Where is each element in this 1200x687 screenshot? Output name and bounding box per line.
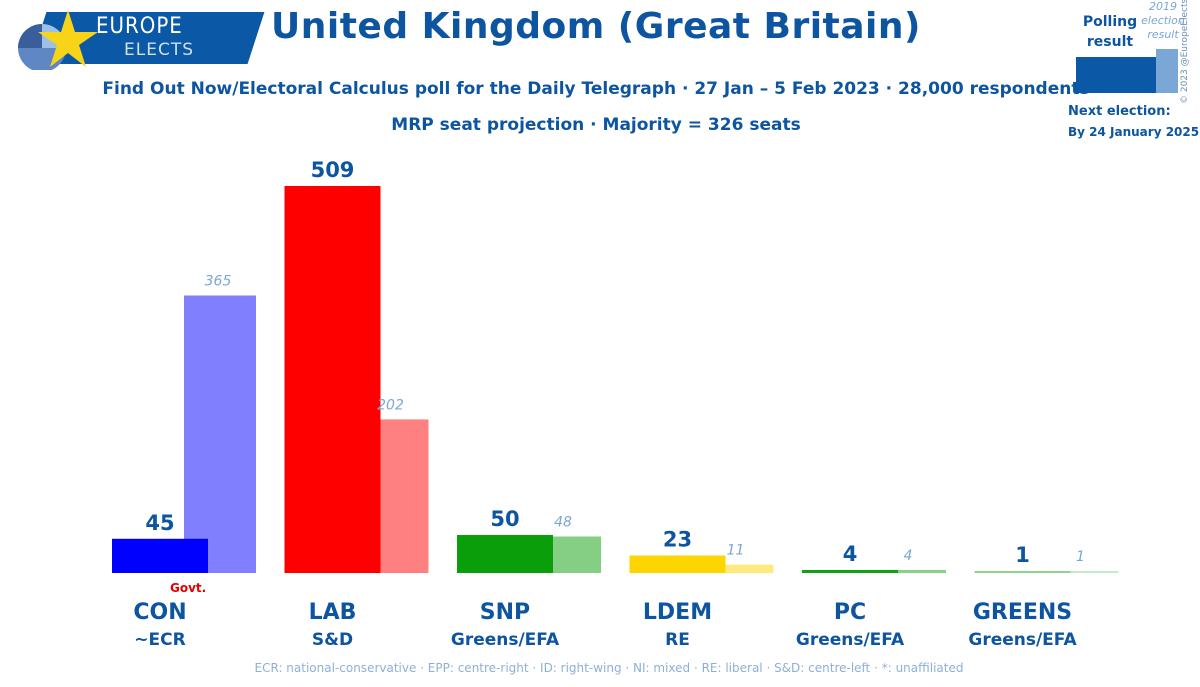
value-label-poll-pc: 4 (843, 542, 858, 566)
europe-elects-logo: EUROPE ELECTS (10, 8, 265, 70)
value-label-previous-snp: 48 (554, 515, 572, 531)
party-name-con: CON (133, 600, 187, 625)
value-label-poll-greens: 1 (1015, 543, 1030, 567)
party-group-lab: S&D (311, 630, 354, 650)
legend-previous-swatch (1156, 49, 1178, 93)
value-label-poll-ldem: 23 (663, 528, 692, 552)
next-election-date: By 24 January 2025 (1068, 125, 1200, 139)
value-label-poll-snp: 50 (490, 507, 519, 531)
party-group-pc: Greens/EFA (795, 630, 905, 650)
bar-poll-greens (974, 571, 1071, 573)
bar-previous-pc (874, 569, 946, 573)
legend-polling-label: Polling result (1082, 14, 1138, 50)
bar-previous-greens (1046, 571, 1119, 573)
chart-subtitle-majority: MRP seat projection · Majority = 326 sea… (391, 115, 801, 135)
party-group-greens: Greens/EFA (968, 630, 1077, 650)
bar-previous-ldem (701, 564, 774, 573)
party-name-pc: PC (833, 600, 867, 625)
party-group-con: ~ECR (134, 630, 186, 650)
value-label-poll-con: 45 (145, 511, 174, 535)
party-name-ldem: LDEM (642, 600, 713, 625)
value-label-poll-lab: 509 (311, 158, 355, 182)
bar-poll-pc (802, 569, 898, 573)
party-group-ldem: RE (665, 630, 690, 650)
chart-title: United Kingdom (Great Britain) (271, 6, 921, 47)
value-label-previous-ldem: 11 (727, 543, 745, 559)
value-label-previous-pc: 4 (904, 548, 913, 564)
bar-poll-con (112, 538, 208, 573)
government-marker: Govt. (170, 581, 207, 595)
party-name-lab: LAB (308, 600, 357, 625)
logo-text-elects: ELECTS (124, 40, 194, 60)
legend-previous-label: 2019 election result (1141, 0, 1185, 41)
bar-previous-con (184, 295, 256, 573)
bar-poll-snp (457, 534, 553, 573)
value-label-previous-lab: 202 (377, 397, 404, 413)
value-label-previous-con: 365 (205, 273, 232, 289)
logo-star-icon (18, 10, 98, 70)
next-election-label: Next election: (1068, 104, 1171, 119)
party-group-snp: Greens/EFA (450, 630, 560, 650)
group-footnote: ECR: national-conservative · EPP: centre… (254, 661, 964, 675)
bar-poll-lab (284, 186, 381, 573)
party-name-snp: SNP (479, 600, 531, 625)
logo-text-europe: EUROPE (96, 14, 183, 39)
party-name-greens: GREENS (972, 600, 1073, 625)
bar-poll-ldem (629, 555, 726, 573)
chart-subtitle: Find Out Now/Electoral Calculus poll for… (102, 79, 1090, 99)
legend-polling-swatch (1076, 57, 1156, 93)
value-label-previous-greens: 1 (1076, 549, 1085, 565)
